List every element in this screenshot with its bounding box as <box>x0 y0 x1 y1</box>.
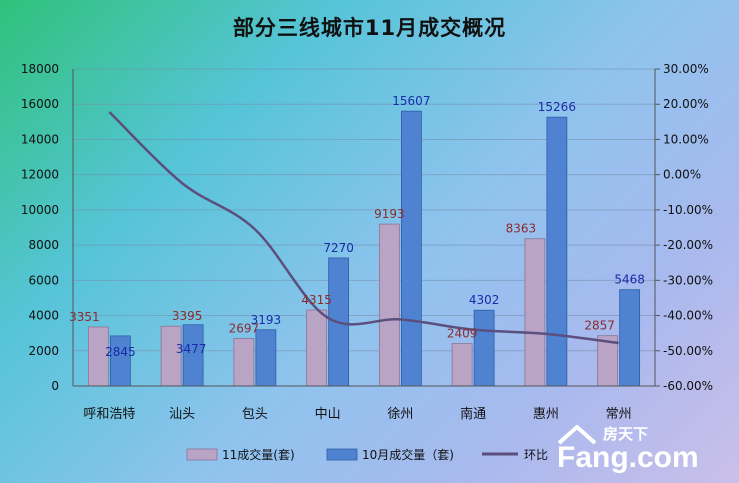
y-tick-label-left: 10000 <box>21 203 59 217</box>
y-tick-label-right: 0.00% <box>663 168 701 182</box>
y-tick-label-right: -30.00% <box>663 273 713 287</box>
y-tick-label-right: -60.00% <box>663 379 713 393</box>
y-tick-label-right: 10.00% <box>663 132 709 146</box>
data-label-oct: 4302 <box>469 293 500 307</box>
data-label-oct: 2845 <box>105 345 136 359</box>
house-logo-icon <box>557 425 597 445</box>
y-tick-label-right: -40.00% <box>663 309 713 323</box>
x-category-label: 包头 <box>242 407 268 422</box>
bar-oct <box>400 110 422 387</box>
y-tick-label-left: 8000 <box>28 238 59 252</box>
bar-nov <box>524 238 546 387</box>
legend-label-huanbi: 环比 <box>524 448 548 462</box>
legend-label-nov: 11成交量(套) <box>222 447 295 462</box>
bar-oct <box>619 289 641 387</box>
y-tick-label-right: -50.00% <box>663 344 713 358</box>
bar-nov <box>306 309 328 387</box>
y-tick-label-left: 16000 <box>21 97 59 111</box>
bar-nov <box>160 325 182 387</box>
x-category-label: 徐州 <box>387 407 413 422</box>
x-category-label: 常州 <box>606 407 632 422</box>
data-label-oct: 15266 <box>538 100 576 114</box>
bar-nov <box>451 343 473 387</box>
legend-swatch-oct <box>326 448 358 461</box>
y-tick-label-left: 12000 <box>21 168 59 182</box>
data-label-oct: 3193 <box>251 313 282 327</box>
data-label-oct: 15607 <box>392 94 430 108</box>
data-label-oct: 3477 <box>176 342 207 356</box>
series-line-huanbi <box>108 111 619 345</box>
x-category-label: 南通 <box>460 406 486 422</box>
x-category-label: 中山 <box>315 407 341 422</box>
bar-nov <box>378 223 400 387</box>
legend-swatch-nov <box>186 448 218 461</box>
bar-oct <box>546 116 568 387</box>
legend-label-oct: 10月成交量（套) <box>362 447 454 462</box>
y-tick-label-left: 18000 <box>21 62 59 76</box>
y-tick-label-left: 14000 <box>21 132 59 146</box>
data-label-nov: 8363 <box>506 222 537 236</box>
bar-nov <box>233 338 255 387</box>
data-label-oct: 7270 <box>323 241 354 255</box>
data-label-nov: 9193 <box>374 207 405 221</box>
y-tick-label-left: 0 <box>51 379 59 393</box>
watermark-brand: Fang.com <box>557 441 699 473</box>
fang-watermark: 房天下 Fang.com <box>557 425 699 473</box>
y-tick-label-left: 4000 <box>28 309 59 323</box>
y-tick-label-right: 20.00% <box>663 97 709 111</box>
y-tick-label-right: -10.00% <box>663 203 713 217</box>
x-category-label: 惠州 <box>533 407 559 422</box>
chart-title: 部分三线城市11月成交概况 <box>232 16 507 40</box>
data-label-nov: 2409 <box>447 327 478 341</box>
y-tick-label-right: -20.00% <box>663 238 713 252</box>
watermark-cn: 房天下 <box>603 425 648 443</box>
data-label-nov: 4315 <box>301 293 332 307</box>
data-label-nov: 2697 <box>229 322 260 336</box>
data-label-nov: 3395 <box>172 309 203 323</box>
bar-oct <box>255 329 277 387</box>
data-label-oct: 5468 <box>614 273 645 287</box>
y-tick-label-right: 30.00% <box>663 62 709 76</box>
x-category-label: 呼和浩特 <box>83 407 135 422</box>
x-category-label: 汕头 <box>169 407 195 422</box>
y-tick-label-left: 2000 <box>28 344 59 358</box>
data-label-nov: 2857 <box>584 319 615 333</box>
data-label-nov: 3351 <box>69 310 100 324</box>
bar-oct <box>109 335 131 387</box>
y-tick-label-left: 6000 <box>28 273 59 287</box>
bar-oct <box>473 309 495 387</box>
